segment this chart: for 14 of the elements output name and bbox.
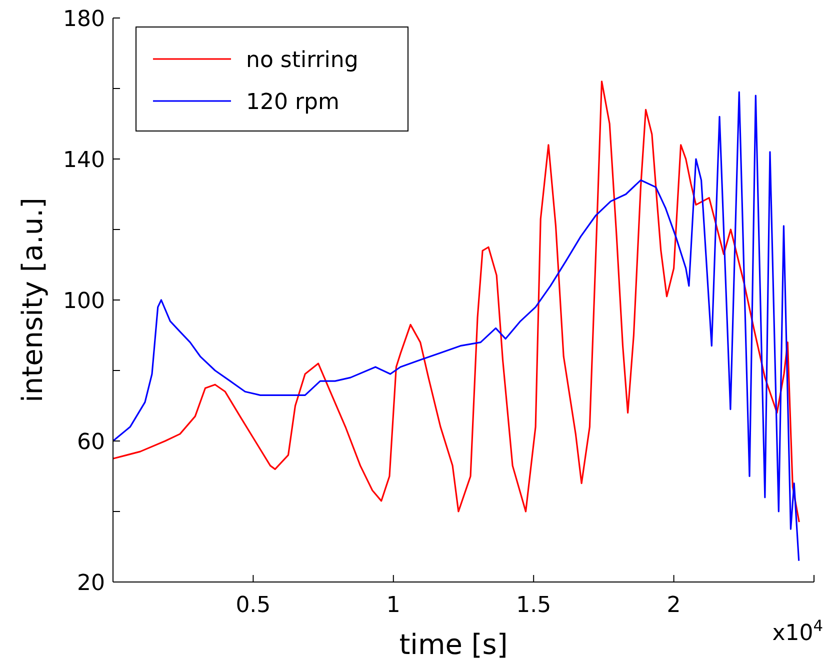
x-tick-label: 1	[386, 593, 400, 618]
text: x10$^{4}$	[772, 617, 823, 646]
x-tick-label: 1.5	[516, 593, 552, 618]
legend-label: no stirring	[246, 48, 358, 73]
y-tick-label: 180	[63, 7, 105, 32]
y-tick-label: 60	[77, 430, 105, 455]
legend-label: 120 rpm	[246, 90, 340, 115]
y-tick-label: 100	[63, 289, 105, 314]
x-axis-title: time [s]	[399, 628, 508, 661]
x-tick-label: 2	[666, 593, 681, 618]
y-tick-label: 140	[63, 148, 105, 173]
x-tick-label: 0.5	[236, 593, 271, 618]
y-tick-label: 20	[77, 571, 105, 596]
y-axis-title: intensity [a.u.]	[16, 198, 49, 402]
